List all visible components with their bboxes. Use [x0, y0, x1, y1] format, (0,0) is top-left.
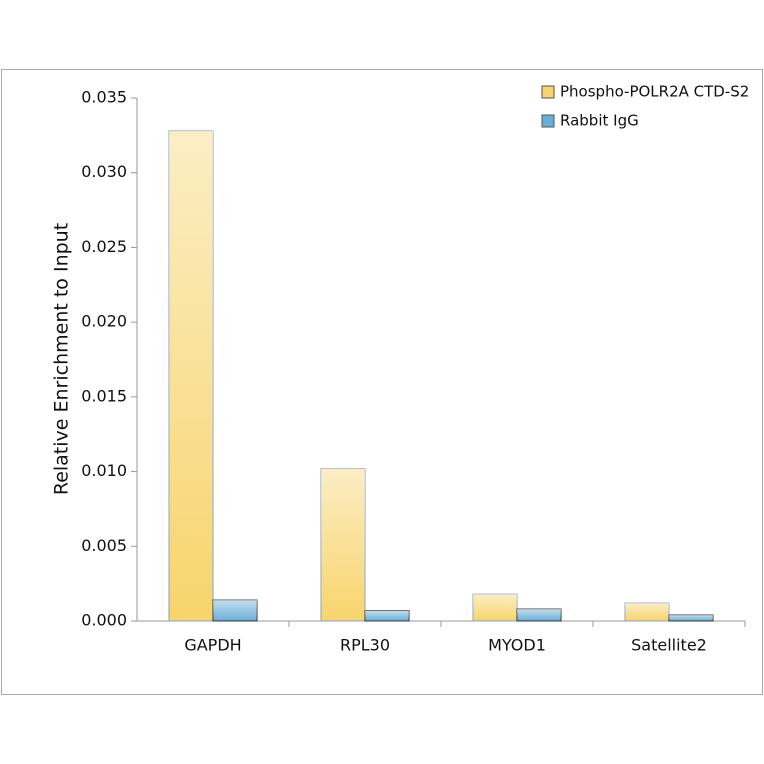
- bar: [364, 610, 410, 622]
- bar: [624, 602, 670, 622]
- legend-label: Phospho-POLR2A CTD-S2: [560, 83, 749, 101]
- bar: [668, 614, 714, 622]
- y-axis-label: Relative Enrichment to Input: [51, 223, 73, 495]
- bar: [168, 130, 214, 622]
- legend-swatch: [541, 114, 555, 128]
- y-tick-label: 0.010: [81, 461, 127, 480]
- y-tick-label: 0.015: [81, 386, 127, 405]
- x-tick-label: MYOD1: [488, 636, 546, 655]
- bar: [212, 599, 258, 622]
- y-tick-label: 0.000: [81, 611, 127, 630]
- legend-swatch: [541, 85, 555, 99]
- legend-label: Rabbit IgG: [560, 112, 639, 130]
- y-tick-label: 0.030: [81, 162, 127, 181]
- frame: [1, 69, 763, 695]
- x-tick-label: RPL30: [340, 636, 390, 655]
- y-tick-label: 0.020: [81, 312, 127, 331]
- bar: [516, 608, 562, 622]
- x-tick-label: GAPDH: [184, 636, 241, 655]
- bar: [320, 468, 366, 622]
- bar: [472, 593, 518, 622]
- x-tick-label: Satellite2: [631, 636, 707, 655]
- y-tick-label: 0.005: [81, 536, 127, 555]
- y-tick-label: 0.035: [81, 88, 127, 107]
- y-tick-label: 0.025: [81, 237, 127, 256]
